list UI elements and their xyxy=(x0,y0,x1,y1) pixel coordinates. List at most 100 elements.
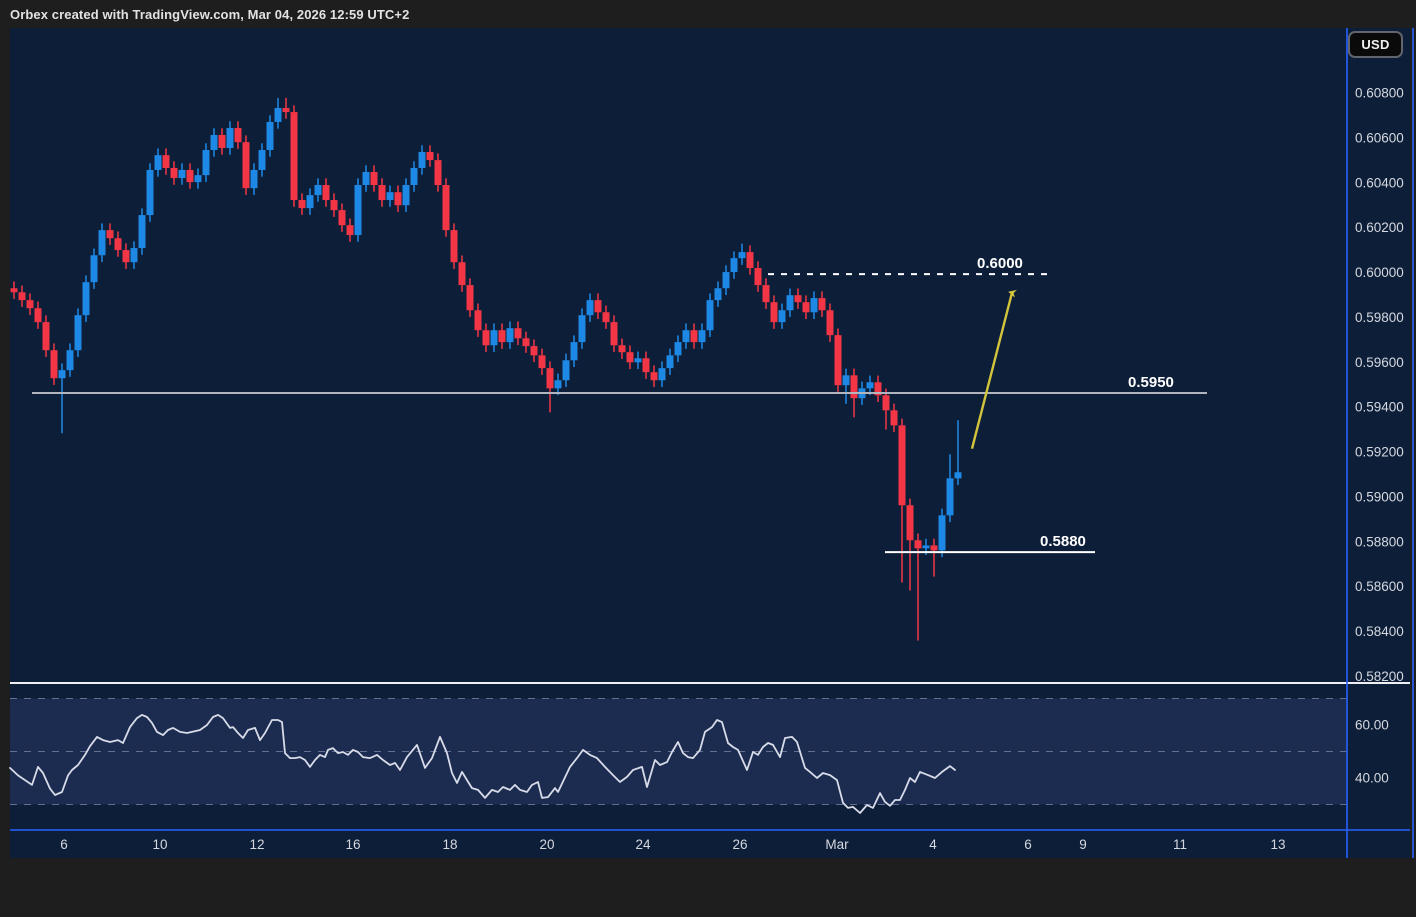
candle-body xyxy=(506,328,514,343)
price-tick-label: 0.59400 xyxy=(1355,400,1404,415)
candle-body xyxy=(10,288,18,293)
candle-body xyxy=(434,160,442,186)
price-tick-label: 0.59000 xyxy=(1355,489,1404,504)
time-tick-label: 13 xyxy=(1270,837,1285,852)
candle-body xyxy=(66,350,74,371)
candle-body xyxy=(578,315,586,343)
candle-body xyxy=(170,167,178,179)
candle-body xyxy=(154,155,162,170)
candle-body xyxy=(474,310,482,331)
time-tick-label: 18 xyxy=(442,837,457,852)
candle-body xyxy=(130,248,138,263)
candle-body xyxy=(658,368,666,381)
candle-body xyxy=(50,350,58,379)
level-label-0.5950[interactable]: 0.5950 xyxy=(1128,374,1174,391)
time-tick-label: 20 xyxy=(539,837,554,852)
level-label-0.6000[interactable]: 0.6000 xyxy=(977,255,1023,272)
candle-body xyxy=(530,346,538,356)
candle-body xyxy=(754,268,762,286)
candle-body xyxy=(722,272,730,289)
time-tick-label: 6 xyxy=(60,837,68,852)
candle-body xyxy=(74,315,82,351)
projection-arrow[interactable] xyxy=(970,289,1017,450)
candle-body xyxy=(42,322,50,351)
candle-body xyxy=(602,312,610,323)
candle-body xyxy=(98,230,106,256)
candle-body xyxy=(106,230,114,239)
candle-body xyxy=(186,169,194,183)
candle-body xyxy=(834,335,842,386)
candle-body xyxy=(362,171,370,186)
candle-body xyxy=(258,150,266,170)
price-tick-label: 0.59800 xyxy=(1355,310,1404,325)
candle-body xyxy=(778,310,786,323)
rsi-line xyxy=(9,714,956,814)
candle-body xyxy=(562,360,570,381)
candle-body xyxy=(490,330,498,346)
candle-body xyxy=(626,352,634,363)
candle-body xyxy=(738,252,746,259)
candle-body xyxy=(442,185,450,231)
footer-bar: TradingView xyxy=(0,858,1416,917)
time-tick-label: 26 xyxy=(732,837,747,852)
candle-body xyxy=(298,200,306,209)
candle-body xyxy=(714,288,722,301)
price-tick-label: 0.60000 xyxy=(1355,265,1404,280)
candle-body xyxy=(386,192,394,201)
price-tick-label: 0.60600 xyxy=(1355,130,1404,145)
candle-body xyxy=(34,308,42,323)
candle-body xyxy=(922,545,930,549)
candle-body xyxy=(762,285,770,303)
candle-body xyxy=(498,330,506,343)
rsi-tick-label: 40.00 xyxy=(1355,771,1389,786)
candle-body xyxy=(522,338,530,347)
candle-body xyxy=(914,540,922,549)
candle-body xyxy=(466,285,474,311)
price-tick-label: 0.59600 xyxy=(1355,355,1404,370)
candle-body xyxy=(410,167,418,186)
candle-body xyxy=(146,169,154,216)
time-tick-label: 6 xyxy=(1024,837,1032,852)
candle-body xyxy=(218,134,226,148)
candle-body xyxy=(842,375,850,386)
candle-body xyxy=(26,300,34,309)
candle-body xyxy=(58,370,66,379)
candle-body xyxy=(634,358,642,363)
candle-body xyxy=(370,171,378,186)
candle-body xyxy=(282,108,290,113)
candle-body xyxy=(882,395,890,411)
price-tick-label: 0.60400 xyxy=(1355,175,1404,190)
price-tick-label: 0.59200 xyxy=(1355,445,1404,460)
candle-body xyxy=(746,252,754,269)
candle-body xyxy=(202,150,210,176)
candle-body xyxy=(210,134,218,151)
candle-body xyxy=(322,185,330,201)
time-tick-label: 9 xyxy=(1079,837,1087,852)
candle-body xyxy=(546,368,554,389)
currency-button[interactable]: USD xyxy=(1348,31,1403,58)
candle-body xyxy=(482,330,490,346)
candle-body xyxy=(290,112,298,201)
candle-body xyxy=(138,215,146,249)
candle-body xyxy=(874,382,882,396)
candle-body xyxy=(450,230,458,263)
candle-body xyxy=(650,372,658,381)
attribution-text: Orbex created with TradingView.com, Mar … xyxy=(10,7,410,22)
candle-body xyxy=(90,255,98,283)
candle-body xyxy=(226,128,234,148)
candle-body xyxy=(730,258,738,273)
time-tick-label: 11 xyxy=(1173,837,1187,852)
candle-body xyxy=(266,121,274,151)
candle-body xyxy=(818,298,826,311)
candle-body xyxy=(610,322,618,346)
candle-body xyxy=(346,225,354,236)
candle-body xyxy=(458,262,466,286)
candle-body xyxy=(554,380,562,389)
price-tick-label: 0.58800 xyxy=(1355,534,1404,549)
candle-body xyxy=(786,295,794,311)
candle-body xyxy=(122,250,130,263)
level-label-0.5880[interactable]: 0.5880 xyxy=(1040,533,1086,550)
candle-body xyxy=(898,425,906,506)
